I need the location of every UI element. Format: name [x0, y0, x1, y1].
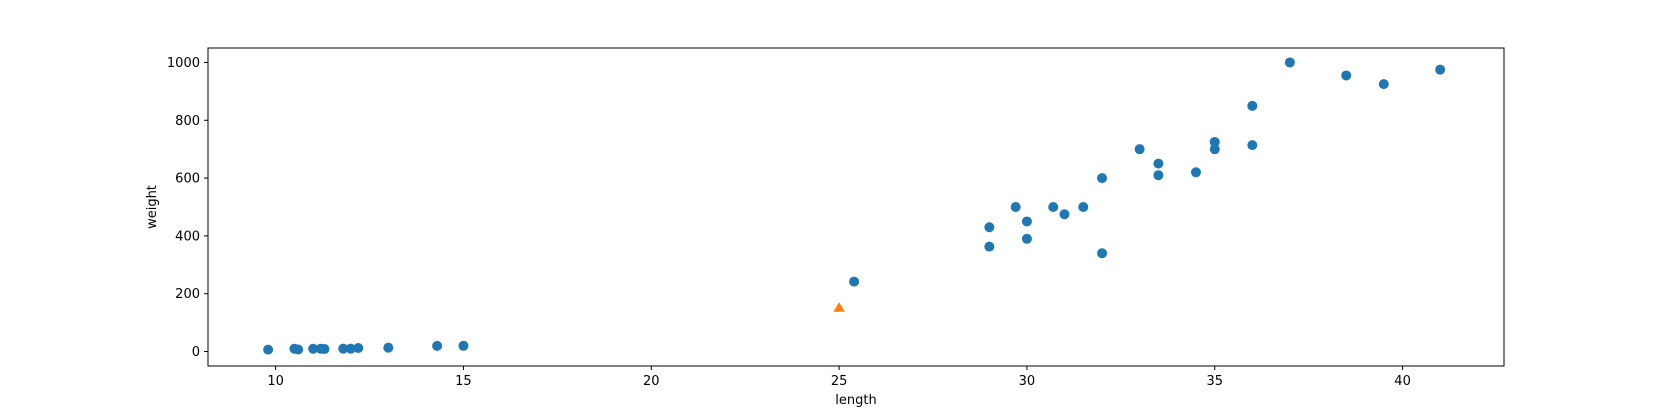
data-point	[1284, 57, 1295, 68]
data-point	[345, 343, 356, 354]
y-tick-label: 400	[175, 229, 200, 244]
data-point-triangle	[833, 302, 845, 312]
data-point	[849, 276, 860, 287]
y-tick-label: 600	[175, 172, 200, 187]
x-axis-ticks: 10 15 20 25 30 35 40	[267, 366, 1411, 389]
y-axis-ticks: 0 200 400 600 800 1000	[167, 56, 208, 360]
data-point	[1153, 170, 1164, 181]
data-point	[1097, 248, 1108, 259]
data-point	[1341, 70, 1352, 81]
x-tick-label: 15	[455, 374, 472, 389]
data-point	[1209, 144, 1220, 155]
data-point	[1078, 202, 1089, 212]
data-point	[338, 343, 349, 354]
x-tick-label: 20	[643, 374, 660, 389]
data-point	[1209, 136, 1220, 147]
data-point	[432, 340, 443, 351]
data-point	[1021, 233, 1032, 244]
data-point	[263, 344, 274, 355]
x-tick-label: 35	[1206, 374, 1223, 389]
data-point	[383, 342, 394, 353]
data-point	[293, 344, 304, 355]
data-point	[353, 343, 364, 354]
data-points	[263, 57, 1446, 355]
data-point	[984, 222, 995, 233]
data-point	[1021, 216, 1032, 227]
data-point	[1010, 202, 1021, 212]
y-tick-label: 800	[175, 114, 200, 129]
x-tick-label: 25	[831, 374, 848, 389]
x-axis-label: length	[835, 393, 876, 408]
data-point	[1247, 140, 1258, 151]
y-tick-label: 0	[192, 345, 200, 360]
plot-frame	[207, 47, 1505, 367]
data-point	[319, 344, 330, 355]
x-tick-label: 10	[267, 374, 284, 389]
y-tick-label: 1000	[167, 56, 200, 71]
y-tick-label: 200	[175, 287, 200, 302]
data-point	[1247, 100, 1258, 111]
data-point	[1048, 202, 1059, 212]
data-point	[1435, 64, 1446, 75]
data-point	[458, 340, 469, 351]
data-point	[308, 343, 319, 354]
data-point	[1153, 158, 1164, 169]
data-point	[1097, 173, 1108, 184]
data-point	[1134, 144, 1145, 155]
x-tick-label: 30	[1019, 374, 1036, 389]
data-point	[1190, 167, 1201, 178]
data-point	[1378, 79, 1389, 90]
x-tick-label: 40	[1394, 374, 1411, 389]
y-axis-label: weight	[145, 185, 160, 229]
data-point	[1059, 209, 1070, 220]
data-point	[984, 241, 995, 252]
